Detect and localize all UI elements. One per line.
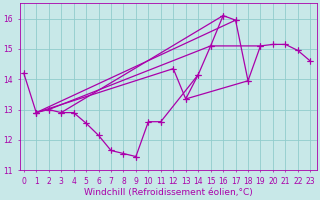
- X-axis label: Windchill (Refroidissement éolien,°C): Windchill (Refroidissement éolien,°C): [84, 188, 253, 197]
